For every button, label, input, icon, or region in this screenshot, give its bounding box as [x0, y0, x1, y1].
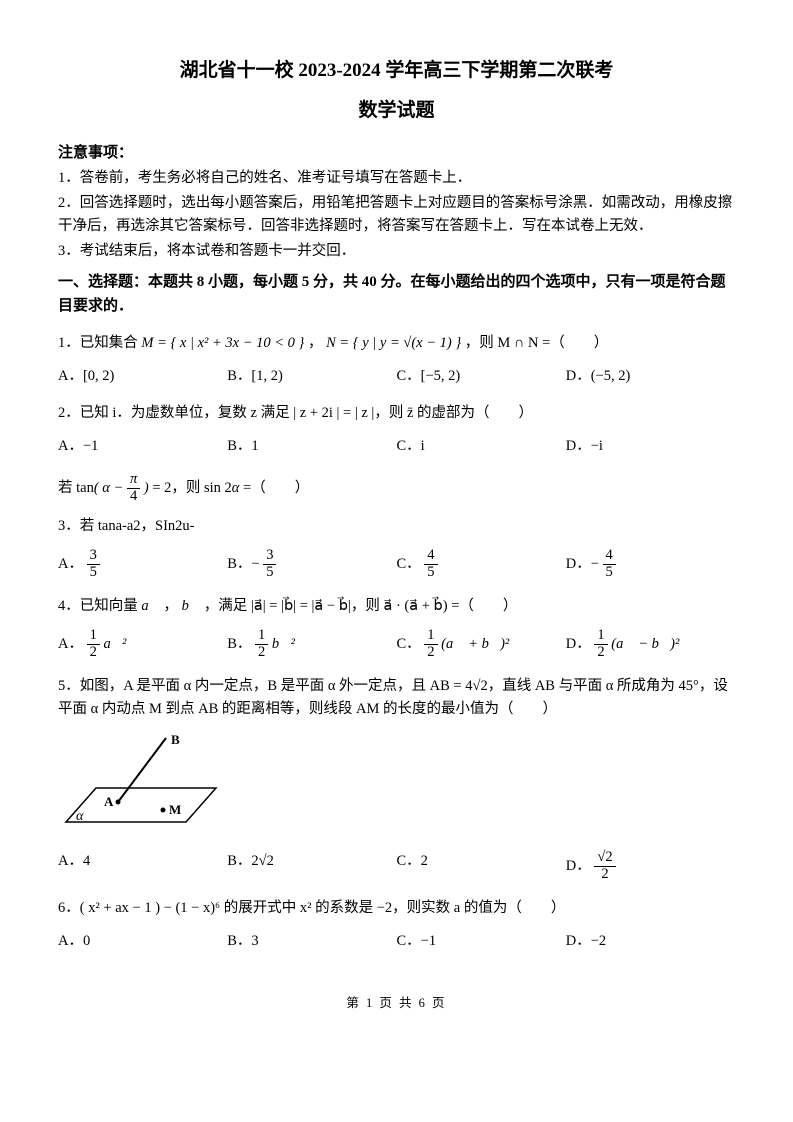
question-6: 6．( x² + ax − 1 ) − (1 − x)⁶ 的展开式中 x² 的系… [58, 897, 735, 920]
q3-D-num: 4 [603, 548, 616, 565]
svg-text:α: α [76, 809, 84, 824]
exam-title-line2: 数学试题 [58, 96, 735, 126]
notice-1: 1．答卷前，考生务必将自己的姓名、准考证号填写在答题卡上． [58, 167, 735, 190]
q4-C-num: 1 [424, 628, 437, 645]
question-2: 2．已知 i．为虚数单位，复数 z 满足 | z + 2i | = | z |，… [58, 402, 735, 425]
q4-B-num: 1 [255, 628, 268, 645]
q4-D-post: (a⃗ − b⃗)² [611, 636, 679, 652]
question-1: 1．已知集合 M = { x | x² + 3x − 10 < 0 } ， N … [58, 332, 735, 355]
q4-option-D: D． 12 (a⃗ − b⃗)² [566, 628, 735, 661]
question-3: 3．若 tana-a2，SIn2u- [58, 515, 735, 538]
q3-D-pre: D．− [566, 556, 599, 572]
q4-B-pre: B． [227, 636, 251, 652]
q4-B-den: 2 [255, 645, 268, 661]
q4-C-pre: C． [397, 636, 421, 652]
q5-figure: A M B α [58, 730, 228, 840]
q2-option-A: A．−1 [58, 435, 227, 458]
section-1-heading: 一、选择题：本题共 8 小题，每小题 5 分，共 40 分。在每小题给出的四个选… [58, 270, 735, 318]
q3-C-den: 5 [424, 565, 437, 581]
q4-A-pre: A． [58, 636, 83, 652]
q4-rest: ，满足 |a⃗| = |b⃗| = |a⃗ − b⃗|，则 a⃗ · (a⃗ +… [204, 598, 518, 614]
q1-stem-pre: 1．已知集合 [58, 335, 141, 351]
q4-C-post: (a⃗ + b⃗)² [441, 636, 509, 652]
q3-A-pre: A． [58, 556, 83, 572]
q6-option-A: A．0 [58, 930, 227, 953]
q4-option-C: C． 12 (a⃗ + b⃗)² [397, 628, 566, 661]
question-5: 5．如图，A 是平面 α 内一定点，B 是平面 α 外一定点，且 AB = 4√… [58, 675, 735, 721]
q4-comma1: ， [164, 598, 179, 614]
q3-option-D: D．− 45 [566, 548, 735, 581]
q4-options: A． 12 a⃗² B． 12 b⃗² C． 12 (a⃗ + b⃗)² D． … [58, 628, 735, 661]
q4-A-post: a⃗² [103, 636, 126, 652]
q2-option-C: C．i [397, 435, 566, 458]
notice-3: 3．考试结束后，将本试卷和答题卡一并交回． [58, 240, 735, 263]
question-4: 4．已知向量 a⃗ ， b⃗ ，满足 |a⃗| = |b⃗| = |a⃗ − b… [58, 595, 735, 618]
q5-D-pre: D． [566, 857, 591, 873]
q5-options: A．4 B．2√2 C．2 D． √22 [58, 850, 735, 883]
q6-options: A．0 B．3 C．−1 D．−2 [58, 930, 735, 953]
q4-D-pre: D． [566, 636, 591, 652]
q3-B-pre: B．− [227, 556, 259, 572]
q2-options: A．−1 B．1 C．i D．−i [58, 435, 735, 458]
notice-2: 2．回答选择题时，选出每小题答案后，用铅笔把答题卡上对应题目的答案标号涂黑．如需… [58, 192, 735, 238]
page-footer: 第 1 页 共 6 页 [58, 993, 735, 1013]
q1-option-B: B．[1, 2) [227, 365, 396, 388]
q3-B-num: 3 [263, 548, 276, 565]
exam-title-line1: 湖北省十一校 2023-2024 学年高三下学期第二次联考 [58, 56, 735, 86]
q3-A-num: 3 [87, 548, 100, 565]
q4-pre: 4．已知向量 [58, 598, 141, 614]
q6-option-B: B．3 [227, 930, 396, 953]
q3-D-den: 5 [603, 565, 616, 581]
q3-option-A: A． 35 [58, 548, 227, 581]
q4-option-B: B． 12 b⃗² [227, 628, 396, 661]
q4-B-post: b⃗² [272, 636, 295, 652]
q4-option-A: A． 12 a⃗² [58, 628, 227, 661]
q1-options: A．[0, 2) B．[1, 2) C．[−5, 2) D．(−5, 2) [58, 365, 735, 388]
question-3-altline: 若 tan( α − π4 ) = 2，则 sin 2α =（ ） [58, 472, 735, 505]
q4-vec-a: a⃗ [141, 598, 160, 614]
q4-C-den: 2 [424, 645, 437, 661]
q1-set-N: N = { y | y = √(x − 1) } [326, 335, 461, 351]
q5-D-num: √2 [594, 850, 615, 867]
q4-D-den: 2 [594, 645, 607, 661]
q3-option-C: C． 45 [397, 548, 566, 581]
svg-text:A: A [104, 794, 114, 809]
q1-option-D: D．(−5, 2) [566, 365, 735, 388]
q5-D-den: 2 [594, 867, 615, 883]
q4-A-num: 1 [87, 628, 100, 645]
q5-option-D: D． √22 [566, 850, 735, 883]
svg-text:B: B [171, 732, 180, 747]
q4-A-den: 2 [87, 645, 100, 661]
q5-option-B: B．2√2 [227, 850, 396, 883]
q3-option-B: B．− 35 [227, 548, 396, 581]
q1-option-C: C．[−5, 2) [397, 365, 566, 388]
q3-A-den: 5 [87, 565, 100, 581]
q3-options: A． 35 B．− 35 C． 45 D．− 45 [58, 548, 735, 581]
notice-header: 注意事项： [58, 141, 735, 165]
svg-text:M: M [169, 802, 181, 817]
q1-comma1: ， [308, 335, 323, 351]
q1-option-A: A．[0, 2) [58, 365, 227, 388]
q6-option-C: C．−1 [397, 930, 566, 953]
q5-option-C: C．2 [397, 850, 566, 883]
q3-B-den: 5 [263, 565, 276, 581]
q2-option-D: D．−i [566, 435, 735, 458]
q3-C-pre: C． [397, 556, 421, 572]
q3-C-num: 4 [424, 548, 437, 565]
q2-option-B: B．1 [227, 435, 396, 458]
q4-D-num: 1 [594, 628, 607, 645]
q1-stem-post: ，则 M ∩ N =（ ） [465, 335, 609, 351]
q5-option-A: A．4 [58, 850, 227, 883]
q4-vec-b: b⃗ [182, 598, 201, 614]
q6-option-D: D．−2 [566, 930, 735, 953]
q1-set-M: M = { x | x² + 3x − 10 < 0 } [141, 335, 304, 351]
